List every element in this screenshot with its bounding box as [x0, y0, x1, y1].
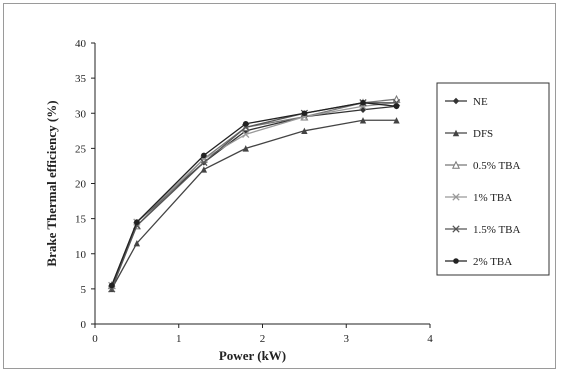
legend-marker — [452, 225, 460, 233]
data-point — [359, 106, 367, 113]
x-axis-ticks: 0 1 2 3 4 — [92, 324, 433, 345]
legend-marker — [453, 258, 459, 264]
marker-stroke — [452, 193, 460, 201]
x-tick-label: 0 — [92, 333, 98, 345]
data-point — [134, 219, 140, 225]
legend-item: 1.5% TBA — [445, 224, 521, 236]
y-axis-label: Brake Thermal efficiency (%) — [44, 100, 59, 266]
legend-marker — [452, 193, 460, 201]
x-tick-label: 3 — [344, 333, 350, 345]
plot-area — [94, 43, 430, 325]
y-tick-label: 15 — [75, 214, 87, 226]
data-point — [393, 117, 400, 124]
legend-marker — [451, 160, 461, 169]
legend-label: NE — [473, 96, 488, 108]
data-point — [301, 127, 308, 135]
data-point — [301, 110, 308, 117]
data-point — [242, 130, 250, 138]
marker-stroke — [452, 225, 460, 233]
data-point — [133, 240, 141, 247]
data-point — [242, 120, 249, 127]
legend-item: 2% TBA — [445, 256, 512, 268]
y-tick-label: 5 — [81, 284, 87, 296]
data-point — [360, 99, 366, 106]
data-point — [200, 166, 208, 173]
data-point — [393, 103, 400, 110]
legend-label: 1% TBA — [473, 192, 512, 204]
y-tick-label: 0 — [81, 319, 87, 331]
series-6 — [108, 99, 400, 289]
x-axis-label: Power (kW) — [219, 348, 286, 363]
x-tick-label: 2 — [260, 333, 266, 345]
series-line — [111, 105, 397, 286]
x-tick-label: 1 — [176, 333, 182, 345]
y-tick-label: 40 — [75, 38, 87, 50]
legend: NE DFS 0.5% TBA 1% TBA 1.5% TBA 2% TBA — [436, 82, 550, 276]
data-point — [359, 117, 367, 124]
series-line — [111, 102, 397, 290]
x-tick-label: 4 — [427, 333, 433, 345]
series-1 — [108, 103, 400, 289]
legend-item: 1% TBA — [445, 192, 512, 204]
legend-label: DFS — [473, 128, 493, 140]
y-axis-ticks: 0 5 10 15 20 25 30 35 40 — [75, 38, 95, 331]
legend-box — [436, 82, 550, 276]
legend-label: 0.5% TBA — [473, 160, 521, 172]
data-point — [200, 158, 208, 167]
legend-label: 2% TBA — [473, 256, 512, 268]
marker-stroke — [242, 130, 250, 138]
y-tick-label: 35 — [75, 73, 87, 85]
marker-stroke — [200, 158, 208, 167]
data-point — [242, 145, 249, 152]
series-layer — [107, 94, 401, 293]
legend-marker — [452, 97, 460, 105]
data-point — [108, 282, 115, 289]
legend-label: 1.5% TBA — [473, 224, 521, 236]
y-tick-label: 20 — [75, 179, 87, 191]
legend-marker — [452, 129, 460, 137]
series-4 — [108, 99, 401, 290]
y-tick-label: 30 — [75, 108, 87, 120]
series-line — [111, 102, 397, 286]
y-tick-label: 25 — [75, 143, 87, 155]
series-line — [111, 98, 397, 286]
legend-item: NE — [445, 96, 488, 108]
legend-item: 0.5% TBA — [445, 160, 521, 172]
data-point — [201, 152, 207, 159]
series-line — [111, 102, 397, 286]
legend-item: DFS — [445, 128, 493, 140]
series-2 — [108, 117, 400, 293]
y-tick-label: 10 — [75, 249, 87, 261]
